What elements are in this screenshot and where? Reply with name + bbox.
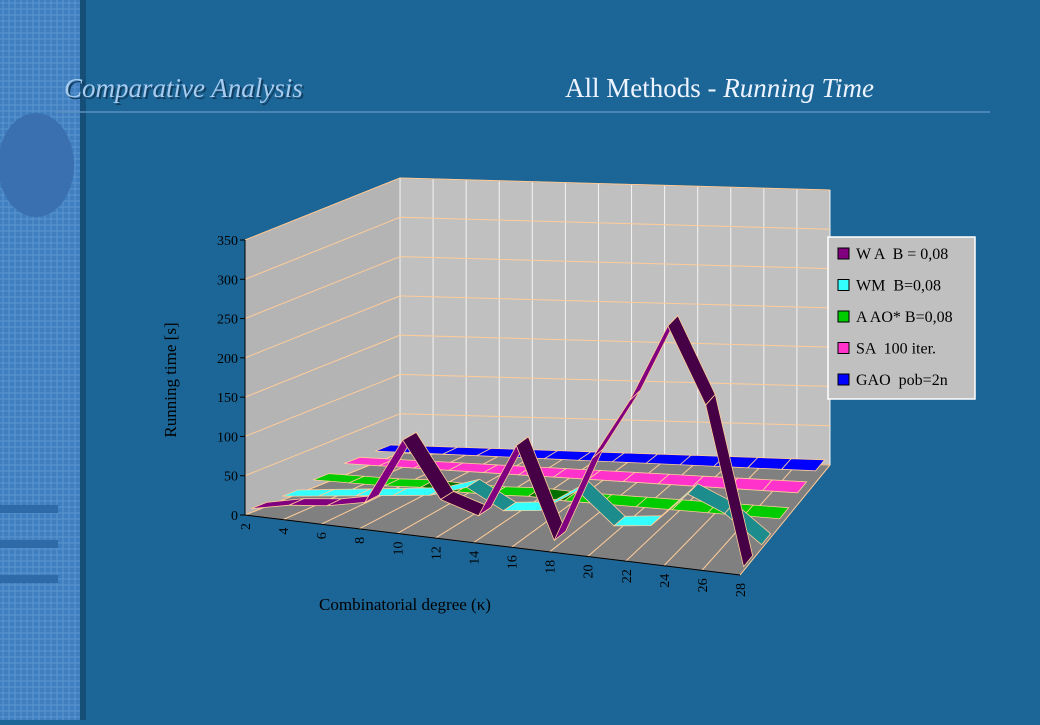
legend-swatch — [837, 310, 850, 323]
grid-line — [244, 177, 831, 241]
strip-edge — [80, 0, 86, 720]
legend-label: SA 100 iter. — [856, 341, 936, 358]
legend-swatch — [837, 279, 850, 291]
grid-line — [244, 216, 831, 280]
x-tick-label: 24 — [658, 574, 673, 588]
legend-label: WM B=0,08 — [856, 278, 941, 295]
grid-line — [244, 373, 831, 437]
x-tick-label: 26 — [696, 578, 711, 592]
title-emphasis: Running Time — [722, 73, 874, 103]
x-tick-label: 18 — [544, 560, 559, 574]
x-axis — [244, 514, 741, 576]
grid-line — [244, 413, 831, 477]
x-tick-label: 12 — [429, 546, 444, 560]
ribbon-segment — [780, 458, 826, 472]
floor-divider — [739, 464, 831, 576]
legend-items: W A B = 0,08 WM B=0,08 A AO* B=0,08 SA 100 … — [837, 246, 953, 389]
slide-title-shadow: Comparative Analysis — [66, 75, 305, 105]
title-main: All Methods - — [565, 73, 717, 103]
y-axis-title: Running time [s] — [161, 322, 180, 437]
legend-swatch — [837, 342, 850, 354]
back-wall — [399, 177, 831, 466]
y-tick-label: 250 — [217, 313, 238, 328]
legend-swatch — [837, 373, 850, 386]
x-tick-label: 22 — [620, 569, 635, 583]
x-tick-label: 10 — [391, 541, 406, 555]
x-tick-label: 14 — [467, 551, 482, 565]
y-tick-label: 350 — [217, 234, 238, 249]
grid-line — [244, 256, 831, 320]
slide-title: Comparative Analysis — [64, 73, 303, 103]
legend — [827, 236, 976, 400]
decor-bar — [0, 540, 58, 548]
decor-bar — [0, 575, 58, 583]
y-tick-label: 150 — [217, 391, 238, 406]
y-tick-label: 300 — [217, 273, 238, 288]
x-tick-label: 6 — [315, 532, 330, 539]
x-tick-label: 20 — [582, 565, 597, 579]
legend-label: GAO pob=2n — [856, 372, 948, 389]
y-tick-label: 0 — [231, 509, 238, 524]
side-strip — [0, 0, 82, 720]
y-tick-label: 200 — [217, 352, 238, 367]
legend-swatch — [837, 247, 850, 260]
x-tick-label: 2 — [239, 523, 254, 530]
ribbon-segment — [761, 479, 808, 494]
x-axis-title: Combinatorial degree (κ) — [319, 595, 491, 614]
legend-label: W A B = 0,08 — [856, 246, 948, 263]
chart-title: All Methods - Running Time — [565, 73, 874, 103]
x-tick-label: 4 — [277, 528, 292, 535]
x-tick-label: 28 — [734, 583, 749, 597]
x-tick-label: 16 — [506, 555, 521, 569]
decor-oval — [0, 113, 74, 217]
y-tick-label: 100 — [217, 430, 238, 445]
x-tick-label: 8 — [353, 537, 368, 544]
grid-line — [244, 295, 831, 359]
ribbon-segment — [742, 504, 790, 520]
decor-bar — [0, 505, 58, 513]
y-tick-label: 50 — [224, 470, 238, 485]
ribbon-segment — [705, 393, 754, 568]
legend-label: A AO* B=0,08 — [856, 309, 953, 326]
